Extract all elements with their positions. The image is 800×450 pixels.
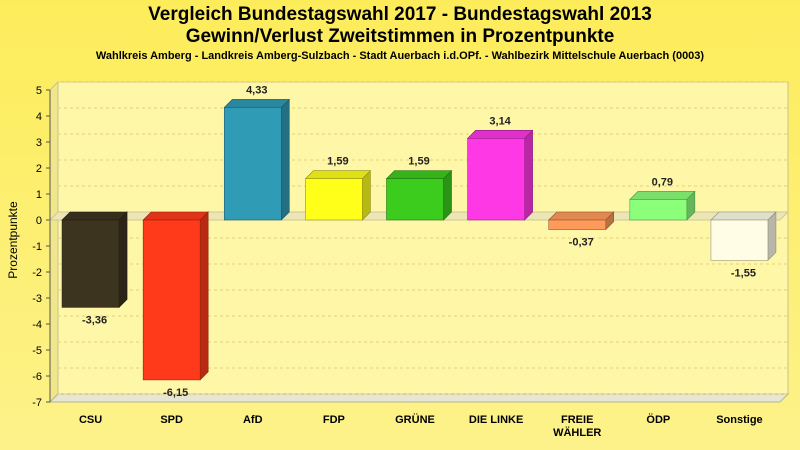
bar-top <box>629 191 696 200</box>
bar-front <box>305 178 363 221</box>
chart-subtitle: Wahlkreis Amberg - Landkreis Amberg-Sulz… <box>95 50 705 62</box>
bar-side <box>362 169 371 221</box>
bar-spd <box>142 211 209 381</box>
y-tick-label: 0 <box>36 215 42 227</box>
bar-top <box>710 211 777 221</box>
bar-front <box>467 138 525 221</box>
bar-front <box>629 199 688 221</box>
bar-side <box>199 211 209 381</box>
plot-floor <box>48 393 790 403</box>
bar-front <box>223 107 282 221</box>
y-tick-label: 1 <box>36 189 42 201</box>
bar-side <box>767 211 777 262</box>
chart-title: Vergleich Bundestagswahl 2017 - Bundesta… <box>148 4 652 25</box>
bar-side <box>443 169 452 221</box>
bar-sonstige <box>710 211 777 262</box>
bar-top <box>304 170 372 179</box>
bar-front <box>710 219 769 261</box>
y-tick-label: -7 <box>32 397 42 409</box>
x-tick-label: FREIE <box>561 414 593 426</box>
bar-top <box>547 211 615 221</box>
data-label: 4,33 <box>246 84 267 96</box>
bar-csu <box>61 211 128 309</box>
bar-front <box>386 178 444 221</box>
x-tick-label: SPD <box>160 414 183 426</box>
bar-top <box>466 130 534 139</box>
data-label: -1,55 <box>731 267 756 279</box>
x-tick-label: FDP <box>323 414 345 426</box>
y-tick-label: -2 <box>32 267 42 279</box>
x-tick-label: DIE LINKE <box>469 414 523 426</box>
data-label: 1,59 <box>327 156 348 168</box>
y-tick-label: -1 <box>32 241 42 253</box>
bar-side <box>118 211 128 309</box>
data-label: -6,15 <box>163 387 188 399</box>
bar-side <box>280 98 290 221</box>
bar-die-linke <box>466 129 534 221</box>
x-tick-label: AfD <box>243 414 263 426</box>
chart-title-line2: Gewinn/Verlust Zweitstimmen in Prozentpu… <box>185 26 615 47</box>
y-tick-label: -5 <box>32 345 42 357</box>
bar-afd <box>223 98 291 221</box>
y-tick-label: 3 <box>36 137 42 149</box>
y-tick-label: -4 <box>32 319 42 331</box>
data-label: 1,59 <box>408 156 429 168</box>
bar-grüne <box>385 169 453 221</box>
bar-fdp <box>304 169 372 221</box>
data-label: -0,37 <box>569 237 594 249</box>
bar-top <box>142 211 209 221</box>
bar-freie-wähler <box>547 211 615 231</box>
data-label: -3,36 <box>82 314 107 326</box>
x-tick-label: GRÜNE <box>395 413 435 426</box>
y-tick-label: -6 <box>32 371 42 383</box>
bar-front <box>61 219 120 308</box>
y-tick-label: -3 <box>32 293 42 305</box>
x-tick-label: ÖDP <box>646 413 670 426</box>
chart-title-block: Vergleich Bundestagswahl 2017 - Bundesta… <box>0 4 800 62</box>
bar-top <box>385 170 453 179</box>
x-tick-label: Sonstige <box>716 414 762 426</box>
x-tick-label: WÄHLER <box>553 426 601 439</box>
bar-top <box>223 99 291 108</box>
bar-ödp <box>629 190 696 221</box>
y-tick-label: 2 <box>36 163 42 175</box>
bar-top <box>61 211 128 221</box>
bar-front <box>548 219 607 230</box>
plot-left-wall <box>49 80 59 404</box>
y-tick-label: 5 <box>36 85 42 97</box>
bar-front <box>142 219 201 381</box>
data-label: 0,79 <box>652 176 673 188</box>
bar-side <box>524 129 533 221</box>
data-label: 3,14 <box>489 115 511 127</box>
x-tick-label: CSU <box>79 414 102 426</box>
y-tick-label: 4 <box>36 111 42 123</box>
